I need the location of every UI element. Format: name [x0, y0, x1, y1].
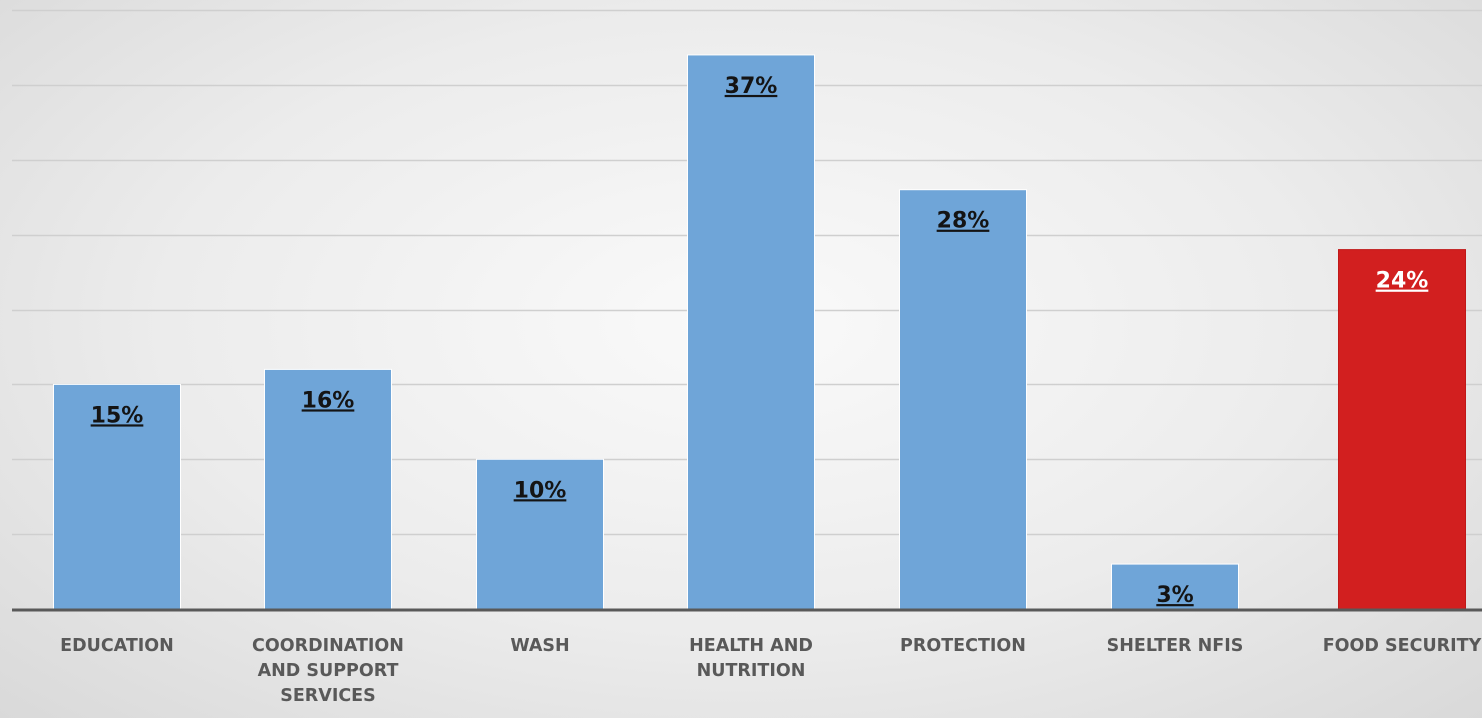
data-label: 24%: [1376, 269, 1429, 294]
bar-protection: [899, 189, 1027, 610]
x-tick-label: HEALTH AND NUTRITION: [689, 636, 813, 681]
x-tick-label-line: SERVICES: [280, 686, 376, 706]
bar-education: [53, 383, 181, 610]
bar-food-security: [1338, 249, 1466, 610]
bar-shelter-nfis: [1111, 563, 1239, 610]
x-tick-label: EDUCATION: [60, 636, 174, 656]
x-tick-label: COORDINATION AND SUPPORT SERVICES: [252, 636, 404, 706]
x-tick-label: PROTECTION: [900, 636, 1026, 656]
data-label: 16%: [302, 388, 355, 413]
x-tick-label-line: HEALTH AND: [689, 636, 813, 656]
x-tick-label-line: NUTRITION: [697, 661, 806, 681]
data-label: 37%: [725, 74, 778, 99]
x-tick-label-line: COORDINATION: [252, 636, 404, 656]
bar-coordination-and-support-services: [264, 368, 392, 610]
bar-health-and-nutrition: [687, 54, 815, 610]
bar-wash: [476, 458, 604, 610]
data-label: 3%: [1156, 583, 1193, 608]
x-tick-label: FOOD SECURITY: [1323, 636, 1482, 656]
x-tick-label-line: SHELTER NFIS: [1107, 636, 1244, 656]
x-tick-label: SHELTER NFIS: [1107, 636, 1244, 656]
x-tick-label-line: AND SUPPORT: [258, 661, 399, 681]
data-label: 10%: [514, 478, 567, 503]
x-tick-label-line: WASH: [510, 636, 569, 656]
x-tick-label-line: PROTECTION: [900, 636, 1026, 656]
x-tick-label: WASH: [510, 636, 569, 656]
data-label: 15%: [91, 403, 144, 428]
x-tick-label-line: FOOD SECURITY: [1323, 636, 1482, 656]
data-label: 28%: [937, 209, 990, 234]
x-tick-label-line: EDUCATION: [60, 636, 174, 656]
